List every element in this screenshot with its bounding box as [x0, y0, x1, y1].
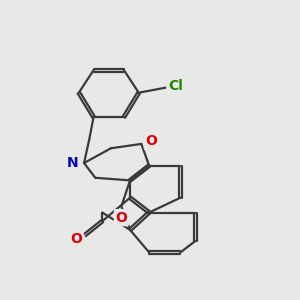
- Text: O: O: [70, 232, 82, 246]
- Text: N: N: [67, 156, 79, 170]
- Text: Cl: Cl: [168, 79, 183, 93]
- Text: O: O: [146, 134, 157, 148]
- Text: O: O: [116, 211, 127, 225]
